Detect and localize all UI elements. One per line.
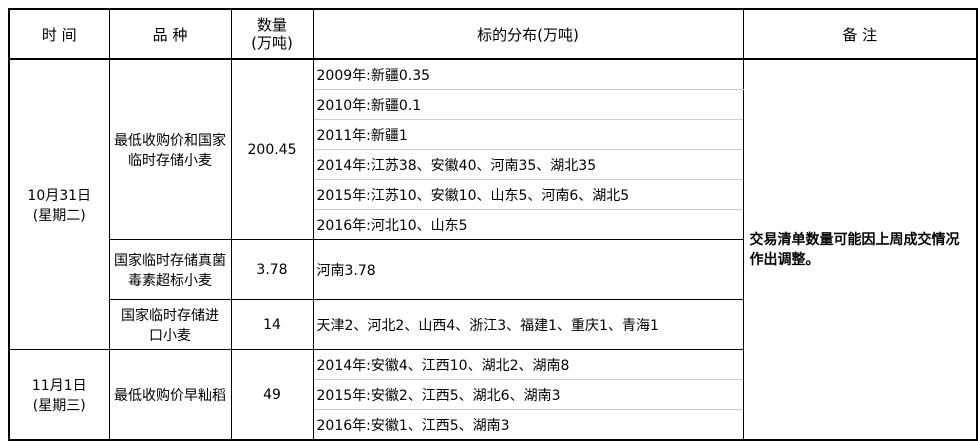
distribution-cell: 2016年:河北10、山东5 [312, 209, 744, 240]
header-time: 时 间 [8, 8, 110, 60]
quantity-cell: 49 [230, 349, 314, 441]
distribution-cell: 2014年:安徽4、江西10、湖北2、湖南8 [312, 349, 744, 380]
distribution-cell: 2015年:安徽2、江西5、湖北6、湖南3 [312, 379, 744, 410]
date: 10月31日 [27, 187, 92, 204]
distribution-cell: 2011年:新疆1 [312, 119, 744, 150]
table-row: 2015年:安徽2、江西5、湖北6、湖南3 [9, 379, 977, 410]
date-cell: 10月31日 (星期二) [8, 58, 110, 350]
header-variety: 品 种 [108, 8, 232, 60]
header-quantity-line2: (万吨) [251, 34, 293, 52]
header-note: 备 注 [742, 8, 978, 60]
header-row: 时 间 品 种 数量 (万吨) 标的分布(万吨) 备 注 [8, 8, 978, 60]
distribution-cell: 2010年:新疆0.1 [312, 89, 744, 120]
variety-cell: 国家临时存储真菌毒素超标小麦 [108, 239, 232, 300]
header-distribution: 标的分布(万吨) [312, 8, 744, 60]
note-cell: 交易清单数量可能因上周成交情况作出调整。 [742, 58, 978, 441]
table-row: 国家临时存储进口小麦 14 天津2、河北2、山西4、浙江3、福建1、重庆1、青海… [9, 299, 977, 350]
variety-cell: 国家临时存储进口小麦 [108, 299, 232, 350]
weekday: (星期二) [32, 207, 86, 224]
header-quantity-line1: 数量 [256, 16, 287, 34]
table-row: 2016年:安徽1、江西5、湖南3 [9, 409, 977, 441]
auction-schedule-table: 时 间 品 种 数量 (万吨) 标的分布(万吨) 备 注 10月31日 (星期二) … [8, 8, 978, 441]
table-row: 国家临时存储真菌毒素超标小麦 3.78 河南3.78 [9, 239, 977, 300]
date-cell: 11月1日 (星期三) [8, 349, 110, 441]
weekday: (星期三) [32, 397, 86, 414]
date: 11月1日 [31, 377, 87, 394]
distribution-cell: 2014年:江苏38、安徽40、河南35、湖北35 [312, 149, 744, 180]
variety-cell: 最低收购价早籼稻 [108, 349, 232, 441]
quantity-cell: 200.45 [230, 58, 314, 240]
table-row: 2011年:新疆1 [9, 119, 977, 150]
table-row: 2015年:江苏10、安徽10、山东5、河南6、湖北5 [9, 179, 977, 210]
table-row: 2010年:新疆0.1 [9, 89, 977, 120]
variety-cell: 最低收购价和国家临时存储小麦 [108, 58, 232, 240]
quantity-cell: 3.78 [230, 239, 314, 300]
distribution-cell: 2015年:江苏10、安徽10、山东5、河南6、湖北5 [312, 179, 744, 210]
distribution-cell: 2009年:新疆0.35 [312, 58, 744, 90]
distribution-cell: 河南3.78 [312, 239, 744, 300]
table-row: 2016年:河北10、山东5 [9, 209, 977, 240]
quantity-cell: 14 [230, 299, 314, 350]
table-row: 10月31日 (星期二) 最低收购价和国家临时存储小麦 200.45 2009年:… [8, 58, 978, 441]
distribution-cell: 天津2、河北2、山西4、浙江3、福建1、重庆1、青海1 [312, 299, 744, 350]
header-quantity: 数量 (万吨) [230, 8, 314, 60]
distribution-cell: 2016年:安徽1、江西5、湖南3 [312, 409, 744, 441]
